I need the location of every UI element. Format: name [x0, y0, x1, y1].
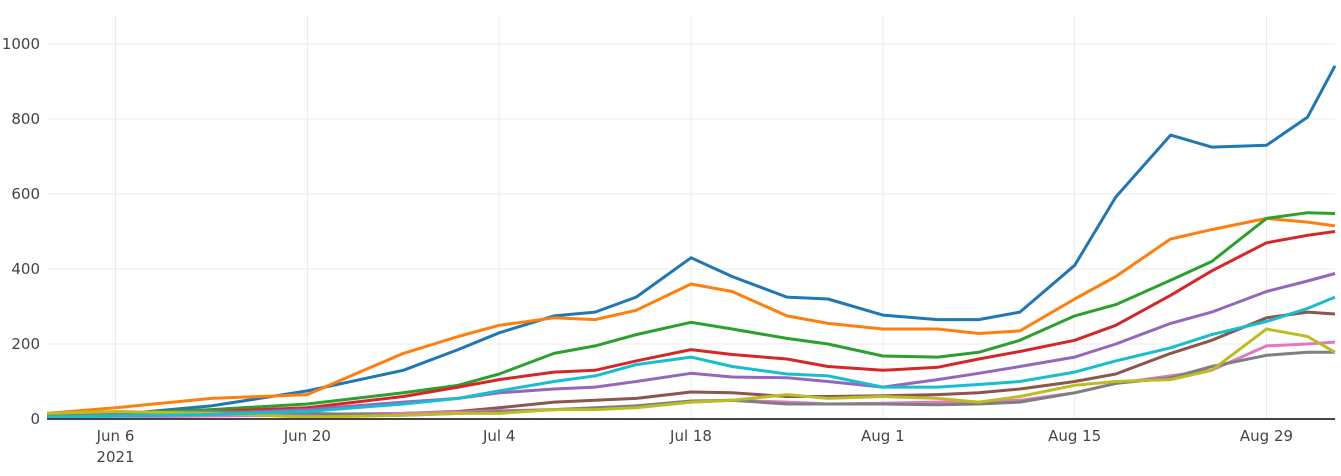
x-tick-year-label: 2021: [96, 448, 134, 466]
y-tick-label: 400: [11, 260, 40, 278]
series-line-9: [46, 327, 1336, 419]
x-tick-label: Aug 15: [1048, 427, 1101, 445]
series-lines: [46, 65, 1337, 419]
x-tick-label: Aug 29: [1240, 427, 1293, 445]
y-tick-label: 600: [11, 185, 40, 203]
series-line-10: [46, 295, 1336, 419]
series-line-1: [46, 65, 1337, 417]
y-tick-label: 0: [30, 410, 40, 428]
y-tick-label: 800: [11, 110, 40, 128]
series-line-5: [46, 272, 1336, 419]
series-line-7: [47, 340, 1336, 419]
x-axis-ticks: Jun 6 2021 Jun 20 Jul 4 Jul 18 Aug 1 Aug 15 Aug…: [96, 427, 1293, 466]
series-line-2: [46, 216, 1336, 415]
y-tick-label: 200: [11, 335, 40, 353]
x-tick-label: Aug 1: [861, 427, 905, 445]
grid: [47, 15, 1335, 419]
x-tick-label: Jul 18: [669, 427, 712, 445]
x-tick-label: Jun 6: [96, 427, 135, 445]
y-tick-label: 1000: [2, 35, 40, 53]
series-line-3: [46, 211, 1336, 417]
x-tick-label: Jul 4: [482, 427, 515, 445]
y-axis-ticks: 0 200 400 600 800 1000: [2, 35, 40, 428]
series-line-4: [46, 230, 1336, 419]
x-tick-label: Jun 20: [283, 427, 331, 445]
